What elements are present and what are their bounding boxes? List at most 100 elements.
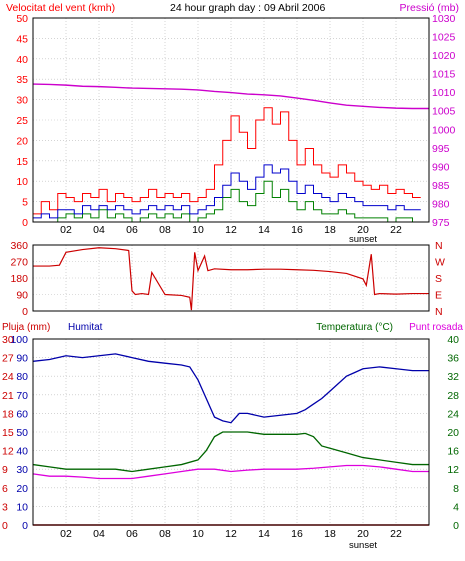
series-wind-gust: [33, 107, 421, 215]
pressure-tick-label: 1000: [432, 124, 456, 136]
series-temperature: [32, 431, 429, 473]
wind-tick-label: 50: [16, 13, 28, 25]
series-pressure: [32, 83, 429, 110]
humidity-axis-title: Humitat: [68, 322, 103, 333]
x-tick-label: 16: [291, 528, 303, 540]
sunset-label: sunset: [349, 234, 377, 245]
humidity-tick-label: 10: [16, 501, 28, 513]
wind-tick-label: 10: [16, 176, 28, 188]
temperature-tick-label: 40: [447, 334, 459, 346]
x-tick-label: 12: [225, 224, 237, 236]
wind-pressure-chart: Velocitat del vent (kmh) 24 hour graph d…: [6, 2, 459, 245]
humidity-tick-label: 20: [16, 483, 28, 495]
temperature-axis-title: Temperatura (°C): [316, 322, 393, 333]
series-wind-low: [33, 180, 421, 223]
x-tick-label: 14: [258, 224, 270, 236]
humidity-tick-label: 70: [16, 390, 28, 402]
wind-tick-label: 40: [16, 54, 28, 66]
direction-tick-label: 180: [10, 273, 28, 285]
rain-tick-label: 12: [2, 446, 14, 458]
x-tick-label: 22: [390, 224, 402, 236]
x-tick-label: 20: [357, 528, 369, 540]
temperature-tick-label: 36: [447, 353, 459, 365]
pressure-tick-label: 985: [432, 180, 450, 192]
wind-tick-label: 45: [16, 33, 28, 45]
rain-tick-label: 6: [2, 483, 8, 495]
compass-label: N: [435, 306, 443, 318]
dewpoint-axis-title: Punt rosada: [409, 322, 463, 333]
compass-label: N: [435, 240, 443, 252]
wind-axis-title: Velocitat del vent (kmh): [6, 2, 115, 14]
wind-tick-label: 20: [16, 135, 28, 147]
x-tick-label: 02: [60, 224, 72, 236]
x-tick-label: 06: [126, 528, 138, 540]
pressure-axis-title: Pressió (mb): [399, 2, 459, 14]
temperature-tick-label: 20: [447, 427, 459, 439]
rain-tick-label: 15: [2, 427, 14, 439]
temperature-tick-label: 28: [447, 390, 459, 402]
x-tick-label: 18: [324, 224, 336, 236]
humidity-tick-label: 0: [22, 520, 28, 532]
x-tick-label: 02: [60, 528, 72, 540]
series-wind-avg: [33, 164, 421, 219]
direction-tick-label: 0: [22, 306, 28, 318]
wind-tick-label: 0: [22, 217, 28, 229]
x-tick-label: 08: [159, 224, 171, 236]
humidity-tick-label: 60: [16, 408, 28, 420]
humidity-tick-label: 100: [10, 334, 28, 346]
plot-frame: [32, 244, 430, 312]
x-tick-label: 16: [291, 224, 303, 236]
direction-tick-label: 90: [16, 290, 28, 302]
direction-tick-label: 360: [10, 240, 28, 252]
x-tick-label: 12: [225, 528, 237, 540]
wind-tick-label: 25: [16, 115, 28, 127]
wind-tick-label: 15: [16, 156, 28, 168]
rain-tick-label: 18: [2, 408, 14, 420]
pressure-tick-label: 1010: [432, 87, 456, 99]
pressure-tick-label: 980: [432, 198, 450, 210]
x-tick-label: 10: [192, 224, 204, 236]
series-direction: [33, 247, 429, 311]
x-tick-label: 04: [93, 224, 105, 236]
pressure-tick-label: 995: [432, 143, 450, 155]
pressure-tick-label: 1025: [432, 32, 456, 44]
temperature-tick-label: 24: [447, 408, 459, 420]
wind-tick-label: 35: [16, 74, 28, 86]
rain-tick-label: 3: [2, 501, 8, 513]
chart-title: 24 hour graph day : 09 Abril 2006: [170, 2, 325, 14]
pressure-tick-label: 1015: [432, 69, 456, 81]
x-tick-label: 20: [357, 224, 369, 236]
temperature-tick-label: 0: [453, 520, 459, 532]
humidity-tick-label: 30: [16, 464, 28, 476]
series-humidity: [32, 353, 429, 424]
wind-tick-label: 5: [22, 197, 28, 209]
humidity-tick-label: 90: [16, 353, 28, 365]
compass-label: S: [435, 273, 442, 285]
x-tick-label: 10: [192, 528, 204, 540]
humidity-tick-label: 50: [16, 427, 28, 439]
sunset-label: sunset: [349, 540, 377, 551]
humidity-tick-label: 40: [16, 446, 28, 458]
pressure-tick-label: 975: [432, 217, 450, 229]
temperature-tick-label: 8: [453, 483, 459, 495]
x-tick-label: 06: [126, 224, 138, 236]
plot-frame: [32, 338, 430, 526]
pressure-tick-label: 1020: [432, 50, 456, 62]
rain-tick-label: 27: [2, 353, 14, 365]
wind-tick-label: 30: [16, 95, 28, 107]
temperature-tick-label: 32: [447, 371, 459, 383]
temperature-tick-label: 12: [447, 464, 459, 476]
rain-tick-label: 30: [2, 334, 14, 346]
x-tick-label: 04: [93, 528, 105, 540]
rain-tick-label: 24: [2, 371, 14, 383]
humidity-tick-label: 80: [16, 371, 28, 383]
plot-frame: [32, 17, 430, 223]
temperature-tick-label: 4: [453, 501, 459, 513]
rain-tick-label: 0: [2, 520, 8, 532]
pressure-tick-label: 1030: [432, 13, 456, 25]
x-tick-label: 22: [390, 528, 402, 540]
rain-axis-title: Pluja (mm): [2, 322, 50, 333]
